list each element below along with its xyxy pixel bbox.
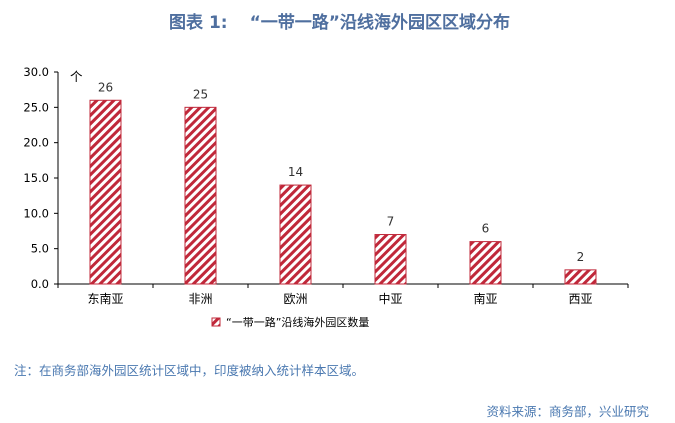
bar xyxy=(89,99,122,285)
data-label: 25 xyxy=(193,87,208,101)
data-label: 2 xyxy=(577,250,585,264)
bar xyxy=(279,184,312,285)
x-tick-label: 欧洲 xyxy=(283,292,307,306)
bar xyxy=(374,234,407,285)
y-tick-label: 20.0 xyxy=(23,136,49,150)
bar xyxy=(469,241,502,285)
bar xyxy=(564,269,597,285)
y-tick-label: 5.0 xyxy=(31,242,49,256)
data-label: 14 xyxy=(288,165,303,179)
chart-source: 资料来源：商务部，兴业研究 xyxy=(486,404,649,419)
x-tick-label: 中亚 xyxy=(378,291,402,306)
y-tick-label: 15.0 xyxy=(23,171,49,185)
y-unit-label: 个 xyxy=(70,69,83,84)
data-label: 6 xyxy=(482,222,490,236)
chart-title-label: 图表 1: xyxy=(169,13,228,33)
chart-note: 注：在商务部海外园区统计区域中，印度被纳入统计样本区域。 xyxy=(14,363,365,378)
bar-chart: 0.05.010.015.020.025.030.0 个 26东南亚25非洲14欧… xyxy=(23,65,629,329)
y-tick-label: 30.0 xyxy=(23,65,49,79)
x-tick-label: 南亚 xyxy=(473,291,497,306)
y-tick-label: 25.0 xyxy=(23,100,49,114)
chart-title: 图表 1: “一带一路”沿线海外园区区域分布 xyxy=(0,8,675,33)
data-label: 26 xyxy=(98,80,113,94)
legend-label: “一带一路”沿线海外园区数量 xyxy=(226,315,369,329)
data-label: 7 xyxy=(387,215,395,229)
y-tick-label: 10.0 xyxy=(23,206,49,220)
legend-swatch xyxy=(211,317,221,327)
bar xyxy=(184,106,217,285)
chart-title-text: “一带一路”沿线海外园区区域分布 xyxy=(249,13,510,33)
x-tick-label: 东南亚 xyxy=(87,291,123,306)
x-tick-label: 非洲 xyxy=(188,292,212,306)
y-tick-label: 0.0 xyxy=(31,277,49,291)
x-tick-label: 西亚 xyxy=(568,292,592,306)
